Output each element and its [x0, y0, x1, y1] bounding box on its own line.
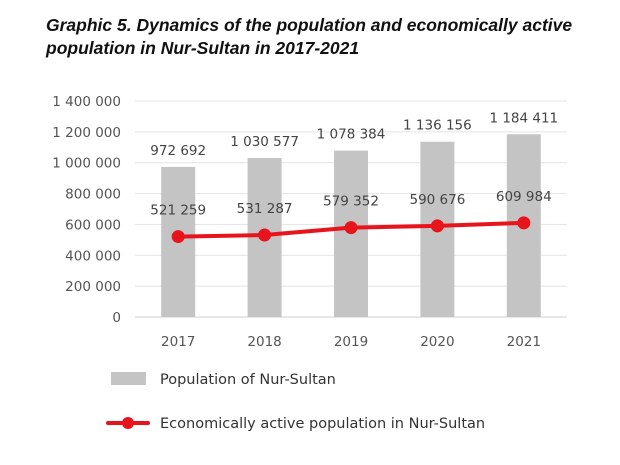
y-tick-label: 600 000 — [65, 217, 121, 233]
line-point — [517, 216, 531, 230]
legend-label-population: Population of Nur-Sultan — [160, 372, 336, 388]
y-tick-label: 1 200 000 — [52, 125, 121, 141]
x-tick-label: 2019 — [334, 334, 368, 350]
line-data-label: 521 259 — [150, 203, 206, 219]
chart-title: Graphic 5. Dynamics of the population an… — [46, 15, 573, 58]
x-tick-label: 2017 — [161, 334, 195, 350]
legend-swatch-bar — [111, 372, 146, 385]
x-tick-label: 2021 — [507, 334, 541, 350]
legend-swatch-marker — [122, 417, 134, 429]
legend-label-active-population: Economically active population in Nur-Su… — [160, 416, 485, 432]
y-tick-label: 200 000 — [65, 279, 121, 295]
line-point — [258, 228, 272, 242]
line-point — [344, 221, 358, 235]
line-data-label: 579 352 — [323, 194, 379, 210]
bar-data-label: 1 078 384 — [317, 127, 386, 143]
bar-data-label: 1 030 577 — [230, 134, 299, 150]
y-tick-label: 0 — [112, 310, 121, 326]
bar-data-label: 1 184 411 — [489, 110, 558, 126]
x-tick-label: 2020 — [420, 334, 454, 350]
y-axis: 0 200 000 400 000 600 000 800 000 1 000 000 1 … — [52, 94, 121, 326]
x-tick-label: 2018 — [247, 334, 281, 350]
y-tick-label: 1 400 000 — [52, 94, 121, 110]
line-data-label: 609 984 — [496, 189, 552, 205]
y-tick-label: 400 000 — [65, 248, 121, 264]
y-tick-label: 1 000 000 — [52, 156, 121, 172]
line-data-label: 590 676 — [409, 192, 465, 208]
line-point — [430, 219, 444, 233]
line-data-label: 531 287 — [237, 201, 293, 217]
line-point — [171, 230, 185, 244]
gridlines — [135, 100, 567, 318]
line-series — [171, 216, 531, 244]
y-tick-label: 800 000 — [65, 187, 121, 203]
line-data-labels: 521 259 531 287 579 352 590 676 609 984 — [150, 189, 551, 219]
bar-data-labels: 972 692 1 030 577 1 078 384 1 136 156 1 184 … — [150, 110, 558, 159]
bar-data-label: 1 136 156 — [403, 118, 472, 134]
x-axis: 2017 2018 2019 2020 2021 — [161, 334, 541, 350]
bar-data-label: 972 692 — [150, 143, 206, 159]
legend: Population of Nur-Sultan Economically act… — [106, 372, 485, 432]
